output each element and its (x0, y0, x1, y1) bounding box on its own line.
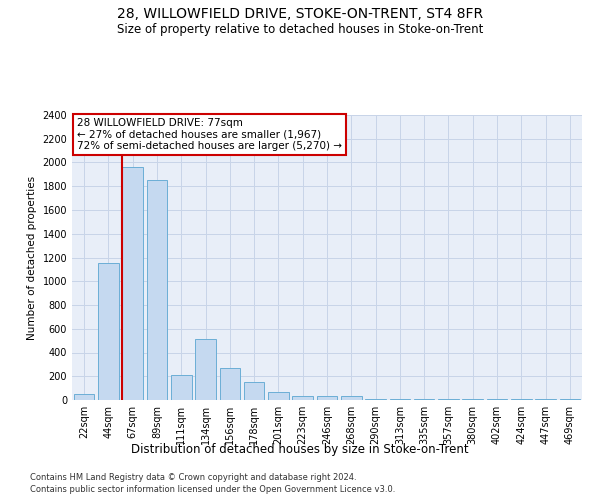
Bar (74, 394, 94, 400)
Text: 28 WILLOWFIELD DRIVE: 77sqm
← 27% of detached houses are smaller (1,967)
72% of : 28 WILLOWFIELD DRIVE: 77sqm ← 27% of det… (77, 118, 342, 151)
Bar (341, 396, 362, 400)
Text: Contains HM Land Registry data © Crown copyright and database right 2024.: Contains HM Land Registry data © Crown c… (30, 472, 356, 482)
Bar (268, 392, 289, 400)
Bar (365, 399, 386, 400)
Text: Distribution of detached houses by size in Stoke-on-Trent: Distribution of detached houses by size … (131, 442, 469, 456)
Bar (389, 399, 410, 400)
Bar (317, 396, 337, 400)
Bar (195, 340, 216, 400)
Text: 28, WILLOWFIELD DRIVE, STOKE-ON-TRENT, ST4 8FR: 28, WILLOWFIELD DRIVE, STOKE-ON-TRENT, S… (117, 8, 483, 22)
Bar (292, 396, 313, 400)
Bar (171, 375, 191, 400)
Bar (146, 180, 167, 400)
Bar (244, 382, 265, 400)
Bar (98, 264, 119, 400)
Y-axis label: Number of detached properties: Number of detached properties (27, 176, 37, 340)
Text: Size of property relative to detached houses in Stoke-on-Trent: Size of property relative to detached ho… (117, 22, 483, 36)
Bar (122, 167, 143, 400)
Bar (220, 368, 240, 400)
Text: Contains public sector information licensed under the Open Government Licence v3: Contains public sector information licen… (30, 485, 395, 494)
